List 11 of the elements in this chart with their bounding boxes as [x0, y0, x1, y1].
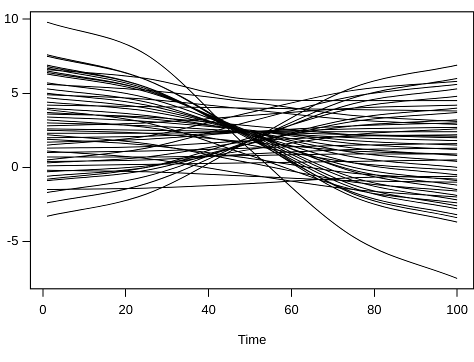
y-tick-label: 10 — [4, 10, 18, 26]
x-tick-label: 40 — [201, 302, 216, 318]
x-tick-label: 80 — [367, 302, 382, 318]
x-tick-label: 20 — [118, 302, 133, 318]
x-tick-label: 60 — [284, 302, 299, 318]
x-tick-label: 100 — [446, 302, 468, 318]
y-tick-label: 0 — [11, 158, 18, 174]
x-tick-label: 0 — [39, 302, 47, 318]
y-tick-label: 5 — [11, 84, 18, 100]
x-axis-title: Time — [238, 332, 266, 347]
y-tick-label: -5 — [6, 232, 18, 248]
